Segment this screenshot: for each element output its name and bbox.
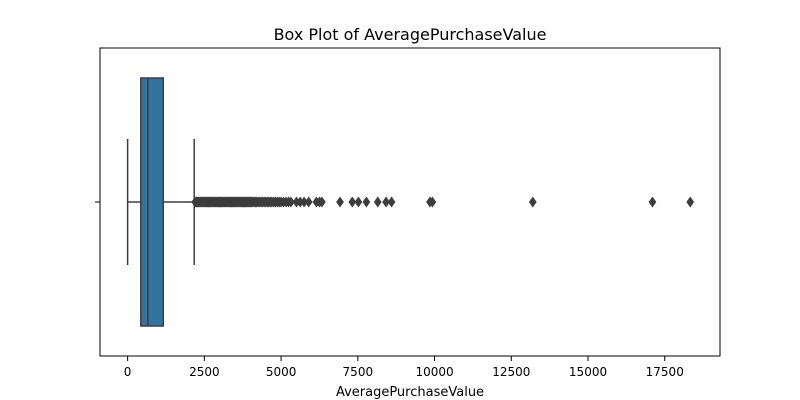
outlier-point [348,196,357,208]
chart-title: Box Plot of AveragePurchaseValue [274,25,547,44]
interquartile-box [140,77,164,327]
outlier-point [428,196,437,208]
x-tick-label: 15000 [569,365,607,379]
x-tick-label: 2500 [189,365,220,379]
outlier-point [382,196,390,208]
outlier-point [387,196,396,208]
box-group [126,77,195,327]
outlier-point [304,196,313,208]
outlier-point [528,196,537,208]
outlier-point [648,196,657,208]
x-axis-ticks: 0 2500 5000 7500 10000 12500 15000 17500 [124,356,684,379]
x-tick-label: 10000 [415,365,453,379]
outlier-point [686,196,695,208]
x-tick-label: 5000 [266,365,297,379]
x-axis-label: AveragePurchaseValue [336,385,484,400]
outlier-point [287,196,295,208]
x-tick-label: 7500 [343,365,374,379]
x-tick-label: 17500 [646,365,684,379]
outlier-point [362,196,371,208]
x-tick-label: 12500 [492,365,530,379]
outlier-points [191,196,695,208]
outlier-point [354,196,363,208]
outlier-point [373,196,382,208]
outlier-point [318,196,326,208]
x-tick-label: 0 [124,365,132,379]
outlier-point [336,196,344,208]
